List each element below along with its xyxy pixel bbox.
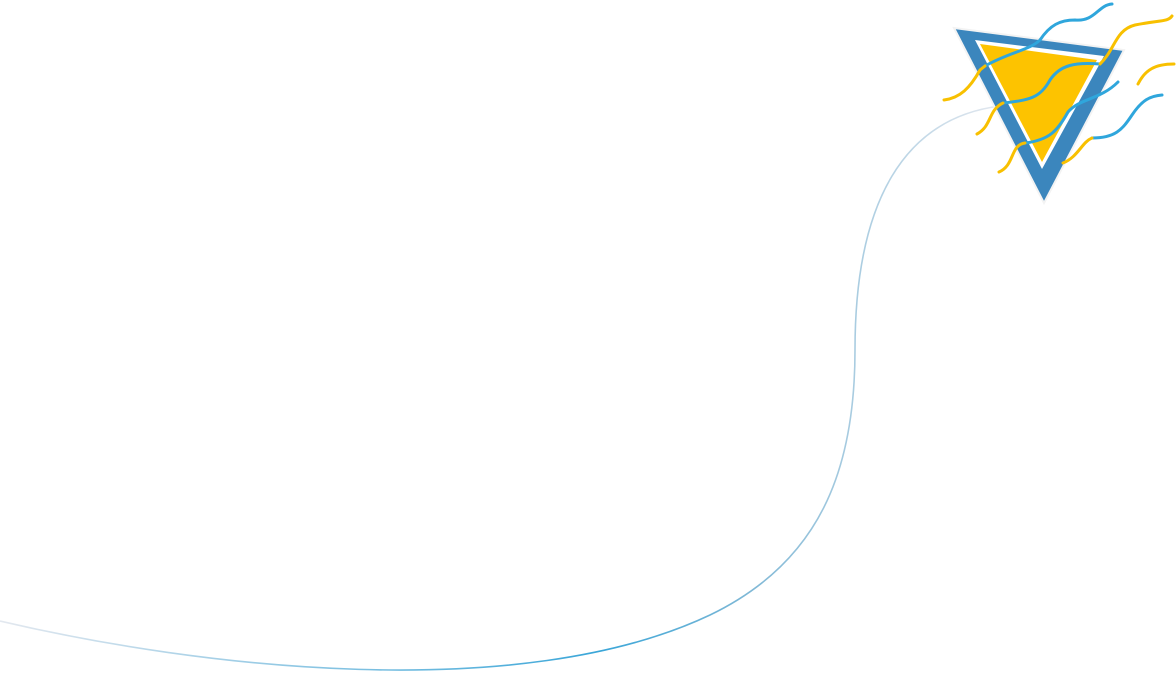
ribbon-yellow-4 bbox=[1136, 62, 1176, 86]
kite-string bbox=[0, 105, 1001, 671]
ribbon-blue-2 bbox=[1001, 61, 1102, 105]
ribbon-yellow-1 bbox=[942, 64, 987, 102]
ribbon-blue-1 bbox=[983, 2, 1114, 68]
ribbon-yellow-2 bbox=[1098, 14, 1174, 66]
ribbon-yellow-3 bbox=[997, 141, 1027, 174]
ribbon-yellow-2b bbox=[975, 101, 1005, 136]
kite-sail bbox=[980, 44, 1097, 162]
ribbon-blue-4 bbox=[1090, 93, 1164, 140]
kite-ribbons bbox=[942, 2, 1176, 174]
ribbon-yellow-5 bbox=[1061, 136, 1094, 165]
ribbon-blue-3 bbox=[1023, 80, 1120, 145]
kite-body bbox=[952, 26, 1126, 206]
